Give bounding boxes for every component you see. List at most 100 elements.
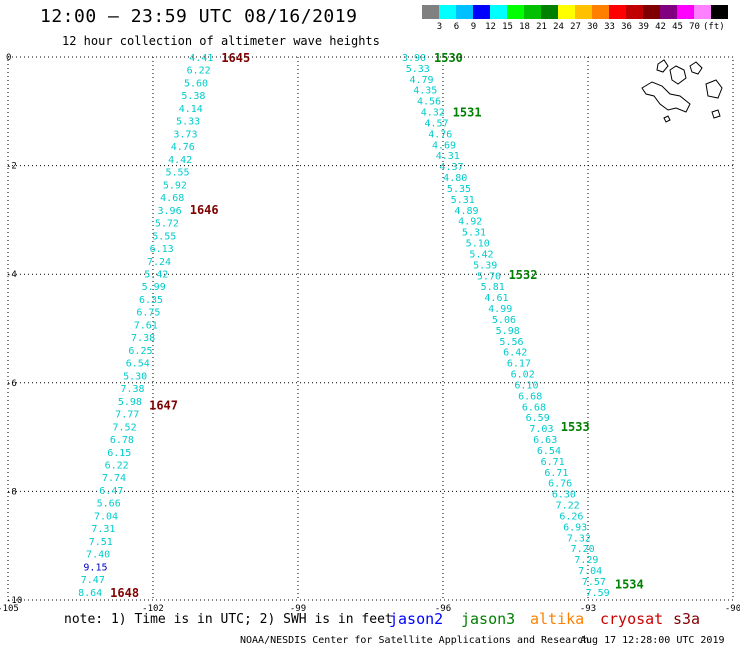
wave-height-label: 5.55 bbox=[165, 168, 189, 179]
y-tick-label: -2 bbox=[6, 162, 17, 172]
legend-swatch bbox=[541, 5, 558, 19]
footer-timestamp: Aug 17 12:28:00 UTC 2019 bbox=[580, 635, 725, 646]
wave-height-label: 7.57 bbox=[582, 577, 606, 588]
wave-height-label: 4.76 bbox=[428, 129, 452, 140]
legend-swatch bbox=[694, 5, 711, 19]
wave-height-label: 5.33 bbox=[406, 64, 430, 75]
time-marker-label: 1530 bbox=[434, 51, 463, 65]
wave-height-label: 5.66 bbox=[97, 499, 121, 510]
legend-label: 30 bbox=[587, 22, 598, 32]
satellite-label-cryosat: cryosat bbox=[600, 610, 664, 628]
wave-height-label: 5.33 bbox=[176, 117, 200, 128]
wave-height-label: 7.51 bbox=[89, 537, 113, 548]
legend-swatch bbox=[609, 5, 626, 19]
wave-height-label: 9.15 bbox=[83, 562, 107, 573]
legend-label: 6 bbox=[453, 22, 460, 32]
wave-height-label: 5.98 bbox=[118, 397, 142, 408]
time-marker-label: 1531 bbox=[453, 105, 482, 119]
wave-height-label: 7.59 bbox=[586, 588, 610, 599]
page-title: 12:00 – 23:59 UTC 08/16/2019 bbox=[40, 6, 358, 27]
satellite-label-s3a: s3a bbox=[673, 610, 701, 628]
wave-height-label: 7.61 bbox=[134, 320, 158, 331]
wave-height-label: 5.30 bbox=[123, 371, 147, 382]
wave-height-label: 5.35 bbox=[447, 184, 471, 195]
legend-swatch bbox=[422, 5, 439, 19]
legend-label: 45 bbox=[672, 22, 683, 32]
page-subtitle: 12 hour collection of altimeter wave hei… bbox=[62, 34, 380, 48]
legend-label: 33 bbox=[604, 22, 615, 32]
x-tick-label: -96 bbox=[435, 604, 451, 614]
wave-height-label: 7.47 bbox=[81, 575, 105, 586]
wave-height-label: 6.22 bbox=[105, 461, 129, 472]
time-marker-label: 1646 bbox=[190, 203, 219, 217]
wave-height-label: 5.31 bbox=[451, 195, 475, 206]
wave-height-label: 7.04 bbox=[94, 511, 118, 522]
wave-height-label: 6.54 bbox=[126, 359, 150, 370]
y-tick-label: 0 bbox=[6, 53, 11, 63]
legend-label: 3 bbox=[436, 22, 443, 32]
wave-height-label: 6.63 bbox=[533, 435, 557, 446]
wave-height-label: 6.10 bbox=[514, 380, 538, 391]
legend-label: (ft) bbox=[703, 22, 725, 32]
legend-swatch bbox=[711, 5, 728, 19]
wave-height-label: 5.99 bbox=[142, 282, 166, 293]
wave-height-label: 5.31 bbox=[462, 228, 486, 239]
wave-height-label: 6.22 bbox=[187, 66, 211, 77]
island-outline bbox=[663, 115, 671, 123]
wave-height-label: 5.70 bbox=[477, 271, 501, 282]
x-tick-label: -105 bbox=[0, 604, 19, 614]
legend-label: 12 bbox=[485, 22, 496, 32]
wave-height-label: 7.32 bbox=[567, 533, 591, 544]
wave-height-label: 5.10 bbox=[466, 239, 490, 250]
x-tick-label: -90 bbox=[725, 604, 740, 614]
island-outline bbox=[689, 61, 703, 75]
wave-height-label: 4.14 bbox=[179, 104, 203, 115]
legend-swatch bbox=[524, 5, 541, 19]
satellite-label-jason2: jason2 bbox=[389, 610, 444, 628]
footer-credit: NOAA/NESDIS Center for Satellite Applica… bbox=[240, 635, 590, 646]
legend-swatch bbox=[507, 5, 524, 19]
wave-height-label: 7.29 bbox=[574, 555, 598, 566]
wave-height-label: 4.61 bbox=[484, 293, 508, 304]
legend-label: 24 bbox=[553, 22, 564, 32]
satellite-label-altika: altika bbox=[530, 610, 585, 628]
island-outline bbox=[711, 109, 721, 119]
island-outline bbox=[705, 79, 723, 99]
wave-height-label: 5.42 bbox=[469, 249, 493, 260]
legend-swatch bbox=[490, 5, 507, 19]
wave-height-label: 6.76 bbox=[548, 479, 572, 490]
y-tick-label: -4 bbox=[6, 270, 17, 280]
x-tick-label: -99 bbox=[290, 604, 306, 614]
wave-height-label: 4.68 bbox=[160, 193, 184, 204]
time-marker-label: 1645 bbox=[221, 51, 250, 65]
wave-height-label: 3.73 bbox=[173, 129, 197, 140]
legend-swatch bbox=[643, 5, 660, 19]
wave-height-label: 4.79 bbox=[409, 75, 433, 86]
wave-height-label: 4.42 bbox=[168, 155, 192, 166]
wave-height-label: 5.38 bbox=[181, 91, 205, 102]
island-outline bbox=[641, 81, 691, 113]
wave-height-label: 6.68 bbox=[522, 402, 546, 413]
y-tick-label: -6 bbox=[6, 379, 17, 389]
wave-height-label: 7.04 bbox=[578, 566, 602, 577]
wave-height-label: 4.57 bbox=[424, 118, 448, 129]
legend-label: 21 bbox=[536, 22, 547, 32]
footer-note: note: 1) Time is in UTC; 2) SWH is in fe… bbox=[64, 612, 393, 627]
wave-height-label: 5.60 bbox=[184, 78, 208, 89]
wave-height-label: 7.74 bbox=[102, 473, 126, 484]
legend-swatch bbox=[439, 5, 456, 19]
legend-swatch bbox=[677, 5, 694, 19]
island-outline bbox=[656, 59, 669, 73]
wave-height-label: 5.39 bbox=[473, 260, 497, 271]
legend-swatch bbox=[575, 5, 592, 19]
wave-height-label: 6.75 bbox=[136, 308, 160, 319]
wave-height-label: 4.92 bbox=[458, 217, 482, 228]
satellite-label-jason3: jason3 bbox=[461, 610, 516, 628]
wave-height-label: 6.47 bbox=[99, 486, 123, 497]
wave-height-label: 7.24 bbox=[147, 257, 171, 268]
wave-height-label: 6.02 bbox=[511, 370, 535, 381]
legend-label: 39 bbox=[638, 22, 649, 32]
wave-height-label: 6.25 bbox=[128, 346, 152, 357]
wave-height-label: 3.96 bbox=[158, 206, 182, 217]
